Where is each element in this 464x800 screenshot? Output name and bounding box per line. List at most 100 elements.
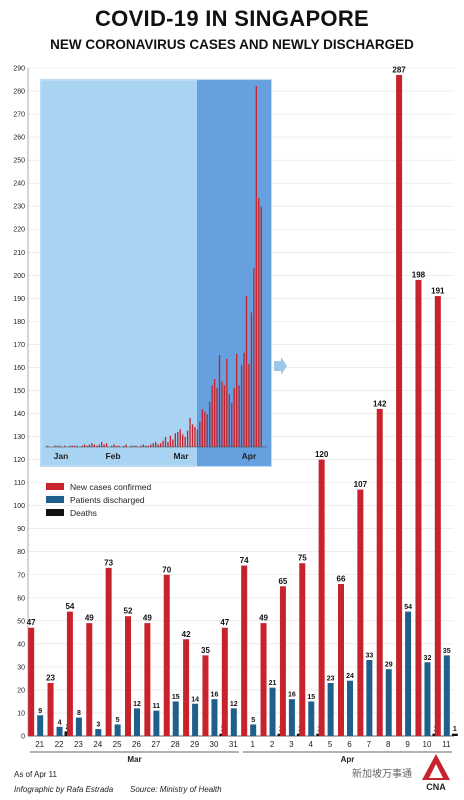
y-tick-label: 160 [13,365,25,372]
inset-bar [233,387,235,447]
inset-bar [238,385,240,447]
bar-discharged [250,724,257,736]
data-label: 23 [327,676,335,683]
inset-bar [240,365,243,447]
inset-bar [228,394,230,447]
data-label: 9 [38,708,42,715]
cna-logo-text: CNA [426,782,446,792]
legend-swatch [46,509,64,516]
bar-discharged [347,680,353,736]
x-tick-label: 27 [151,740,160,749]
data-label: 11 [153,703,161,710]
inset-bar [206,414,208,447]
x-tick-label: 30 [210,740,219,749]
data-label: 47 [220,618,229,627]
data-label: 29 [385,662,393,669]
bar-discharged [269,687,276,736]
inset-bar [174,433,176,447]
legend-label: Deaths [70,508,97,518]
data-label: 52 [124,607,133,616]
legend-label: New cases confirmed [70,482,152,492]
bar-discharged [405,611,412,736]
chart-title: COVID-19 IN SINGAPORE [94,6,370,31]
inset-bar [162,440,164,447]
bar-discharged [95,729,102,736]
inset-bar [115,445,118,447]
inset-bar [81,445,83,447]
inset-bar [236,353,238,447]
inset-bar [54,445,56,447]
inset-bar [169,435,172,447]
bar-new_cases [163,574,170,736]
data-label: 5 [116,717,120,724]
data-label: 142 [373,399,387,408]
bar-new_cases [183,639,190,736]
bar-new_cases [28,627,35,736]
inset-bar [255,86,257,447]
y-tick-label: 240 [13,181,25,188]
data-label: 12 [133,701,141,708]
inset-bar [64,445,66,447]
x-tick-label: 1 [250,740,255,749]
inset-bar [83,444,86,447]
y-tick-label: 130 [13,434,25,441]
x-tick-label: 26 [132,740,141,749]
inset-bar [105,443,108,447]
data-label: 70 [162,565,171,574]
inset-bar [223,385,226,447]
inset-bar [245,296,248,447]
y-tick-label: 200 [13,273,25,280]
inset-bar [86,445,88,447]
inset-bar [243,352,245,447]
data-label: 14 [191,696,199,703]
bar-new_cases [376,408,383,736]
inset-bar [71,445,73,447]
x-tick-label: 28 [171,740,180,749]
data-label: 198 [412,270,426,279]
data-label: 74 [240,556,249,565]
bar-discharged [308,701,315,736]
x-tick-label: 3 [289,740,294,749]
inset-bar [189,418,191,447]
x-tick-label: 29 [190,740,199,749]
data-label: 8 [77,710,81,717]
data-label: 42 [182,630,191,639]
y-tick-label: 30 [17,664,25,671]
data-label: 3 [96,722,100,729]
inset-bar [125,444,127,447]
y-tick-label: 250 [13,158,25,165]
cna-logo: CNA [420,752,452,796]
data-label: 21 [269,680,277,687]
inset-bar [164,436,167,447]
y-tick-label: 260 [13,135,25,142]
data-label: 191 [431,287,445,296]
bar-new_cases [241,565,248,736]
y-tick-label: 290 [13,66,25,73]
bar-discharged [134,708,140,736]
data-label: 66 [337,574,346,583]
data-label: 49 [85,614,94,623]
bar-new_cases [125,616,131,736]
inset-bar [213,379,216,447]
y-tick-label: 210 [13,250,25,257]
inset-month-label: Jan [54,451,69,461]
x-tick-label: 10 [423,740,432,749]
month-label: Mar [127,755,141,764]
inset-bar [91,443,93,447]
month-label: Apr [341,755,355,764]
chart-subtitle: NEW CORONAVIRUS CASES AND NEWLY DISCHARG… [50,37,414,52]
inset-bar [191,424,194,447]
cna-logo-icon [422,754,450,780]
x-tick-label: 7 [367,740,372,749]
bar-discharged [172,701,179,736]
bar-discharged [366,659,373,736]
x-tick-label: 5 [328,740,333,749]
data-label: 35 [443,648,451,655]
y-tick-label: 120 [13,457,25,464]
inset-bar [47,445,49,447]
inset-bar [201,409,203,447]
bar-discharged [75,717,82,736]
data-label: 23 [46,674,55,683]
y-tick-label: 220 [13,227,25,234]
